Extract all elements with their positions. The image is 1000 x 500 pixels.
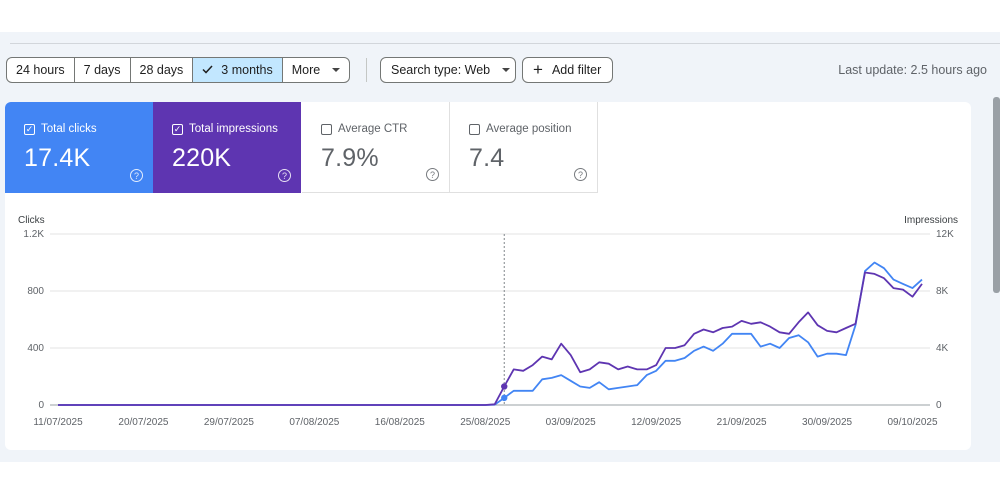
y-axis-left-label: Clicks bbox=[18, 215, 45, 226]
plus-icon: + bbox=[533, 60, 543, 79]
x-tick-label: 25/08/2025 bbox=[460, 417, 510, 428]
x-tick-label: 16/08/2025 bbox=[375, 417, 425, 428]
header-divider bbox=[10, 43, 1000, 44]
x-tick-label: 11/07/2025 bbox=[33, 417, 83, 428]
range-label: More bbox=[291, 63, 321, 77]
metric-total-impressions[interactable]: ✓ Total impressions 220K ? bbox=[153, 102, 301, 193]
checkbox-checked-icon[interactable]: ✓ bbox=[172, 123, 183, 135]
x-tick-label: 07/08/2025 bbox=[289, 417, 339, 428]
range-28-days-button[interactable]: 28 days bbox=[131, 58, 194, 82]
range-24-hours-button[interactable]: 24 hours bbox=[7, 58, 75, 82]
y-right-tick-label: 12K bbox=[936, 229, 954, 240]
x-tick-label: 21/09/2025 bbox=[717, 417, 767, 428]
metric-label: Average CTR bbox=[338, 123, 408, 135]
help-icon[interactable]: ? bbox=[426, 168, 439, 181]
series-line-clicks bbox=[58, 261, 923, 406]
add-filter-label: Add filter bbox=[551, 63, 602, 77]
performance-chart[interactable]: Clicks Impressions 0 0 400 4K 800 8K 1.2K 12K 1… bbox=[0, 205, 1000, 445]
y-left-tick-label: 400 bbox=[27, 343, 44, 354]
x-tick-label: 12/09/2025 bbox=[631, 417, 681, 428]
top-band bbox=[0, 0, 1000, 32]
y-left-tick-label: 800 bbox=[27, 286, 44, 297]
metric-label-row: ✓ Total clicks bbox=[24, 123, 97, 135]
y-left-tick-label: 0 bbox=[38, 400, 44, 411]
range-more-button[interactable]: More bbox=[283, 58, 349, 82]
page-scrollbar[interactable] bbox=[993, 97, 1000, 293]
check-icon bbox=[202, 63, 213, 77]
range-label: 3 months bbox=[221, 63, 273, 77]
range-7-days-button[interactable]: 7 days bbox=[75, 58, 131, 82]
y-left-tick-label: 1.2K bbox=[23, 229, 44, 240]
metric-value: 17.4K bbox=[24, 144, 91, 172]
metric-average-position[interactable]: Average position 7.4 ? bbox=[450, 102, 598, 193]
x-tick-label: 20/07/2025 bbox=[118, 417, 168, 428]
range-label: 24 hours bbox=[16, 63, 65, 77]
hover-point-clicks bbox=[501, 394, 508, 402]
metric-label: Average position bbox=[486, 123, 572, 135]
metric-average-ctr[interactable]: Average CTR 7.9% ? bbox=[302, 102, 450, 193]
metric-label-row: Average CTR bbox=[321, 123, 407, 135]
hover-point-impressions bbox=[501, 383, 508, 390]
help-icon[interactable]: ? bbox=[130, 169, 143, 182]
date-range-selector: 24 hours 7 days 28 days 3 months More bbox=[6, 57, 351, 83]
range-label: 28 days bbox=[139, 63, 184, 77]
series-line-impressions bbox=[58, 271, 923, 406]
metric-label: Total impressions bbox=[189, 123, 278, 135]
metric-label-row: ✓ Total impressions bbox=[172, 123, 278, 135]
x-tick-label: 29/07/2025 bbox=[204, 417, 254, 428]
search-type-label: Search type: Web bbox=[391, 63, 491, 77]
metric-total-clicks[interactable]: ✓ Total clicks 17.4K ? bbox=[5, 102, 153, 193]
y-right-tick-label: 4K bbox=[936, 343, 949, 354]
add-filter-button[interactable]: + Add filter bbox=[522, 57, 613, 83]
metric-value: 220K bbox=[172, 144, 232, 172]
checkbox-checked-icon[interactable]: ✓ bbox=[24, 123, 35, 135]
x-tick-label: 30/09/2025 bbox=[802, 417, 852, 428]
chevron-down-icon bbox=[332, 68, 341, 72]
x-tick-label: 09/10/2025 bbox=[887, 417, 937, 428]
y-axis-right-label: Impressions bbox=[904, 215, 958, 226]
y-right-tick-label: 8K bbox=[936, 286, 949, 297]
metric-label: Total clicks bbox=[41, 123, 97, 135]
toolbar-divider bbox=[366, 58, 367, 82]
checkbox-unchecked-icon[interactable] bbox=[321, 123, 332, 135]
search-type-dropdown[interactable]: Search type: Web bbox=[380, 57, 516, 83]
bottom-band bbox=[0, 462, 1000, 500]
range-label: 7 days bbox=[83, 63, 121, 77]
metric-value: 7.9% bbox=[321, 144, 379, 172]
chevron-down-icon bbox=[502, 68, 511, 72]
metric-label-row: Average position bbox=[469, 123, 571, 135]
help-icon[interactable]: ? bbox=[278, 169, 291, 182]
x-tick-label: 03/09/2025 bbox=[546, 417, 596, 428]
metric-value: 7.4 bbox=[469, 144, 505, 172]
checkbox-unchecked-icon[interactable] bbox=[469, 123, 480, 135]
range-3-months-button[interactable]: 3 months bbox=[193, 58, 283, 82]
help-icon[interactable]: ? bbox=[574, 168, 587, 181]
last-update-text: Last update: 2.5 hours ago bbox=[838, 63, 987, 77]
y-right-tick-label: 0 bbox=[936, 400, 942, 411]
